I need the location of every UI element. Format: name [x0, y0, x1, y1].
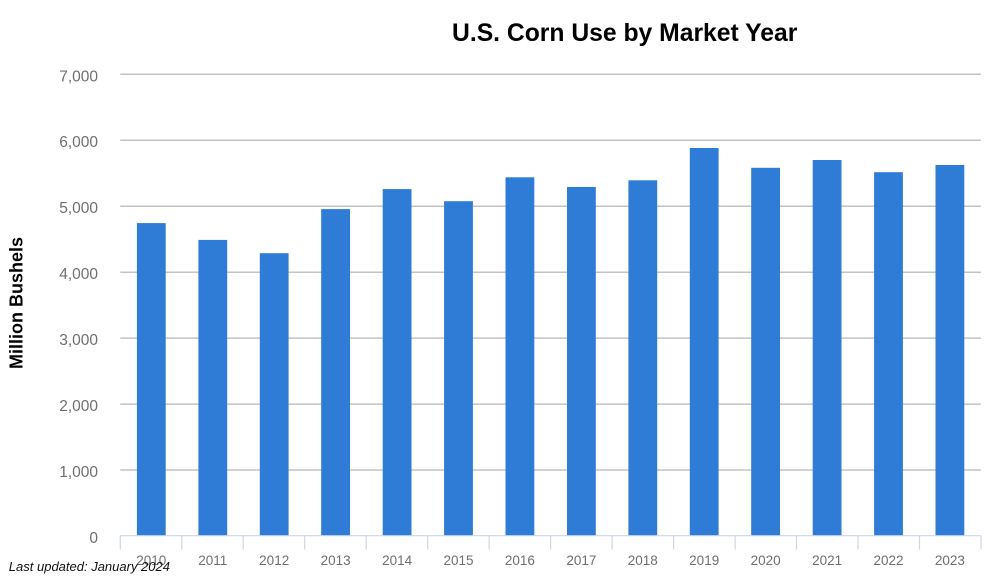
svg-text:2018: 2018 — [628, 553, 658, 568]
svg-text:3,000: 3,000 — [59, 332, 98, 349]
svg-text:2020: 2020 — [751, 553, 781, 568]
svg-text:2013: 2013 — [321, 553, 351, 568]
svg-text:2022: 2022 — [873, 553, 903, 568]
svg-text:2017: 2017 — [566, 553, 596, 568]
svg-text:2011: 2011 — [198, 553, 227, 568]
svg-text:2021: 2021 — [812, 553, 842, 568]
svg-text:1,000: 1,000 — [59, 464, 98, 481]
svg-text:2019: 2019 — [689, 553, 719, 568]
svg-text:5,000: 5,000 — [59, 200, 98, 217]
svg-text:2,000: 2,000 — [59, 398, 98, 415]
svg-text:U.S. Corn Use by Market Year: U.S. Corn Use by Market Year — [452, 20, 798, 47]
svg-text:4,000: 4,000 — [59, 266, 98, 283]
svg-text:2012: 2012 — [259, 553, 289, 568]
svg-text:Last updated: January 2024: Last updated: January 2024 — [9, 559, 170, 574]
svg-text:7,000: 7,000 — [59, 68, 98, 85]
svg-text:2015: 2015 — [443, 553, 473, 568]
svg-text:0: 0 — [89, 530, 98, 547]
svg-text:2010: 2010 — [136, 553, 166, 568]
svg-text:2016: 2016 — [505, 553, 535, 568]
svg-text:Million Bushels: Million Bushels — [7, 237, 27, 369]
svg-text:2023: 2023 — [935, 553, 965, 568]
svg-text:6,000: 6,000 — [59, 134, 98, 151]
svg-text:2014: 2014 — [382, 553, 413, 568]
